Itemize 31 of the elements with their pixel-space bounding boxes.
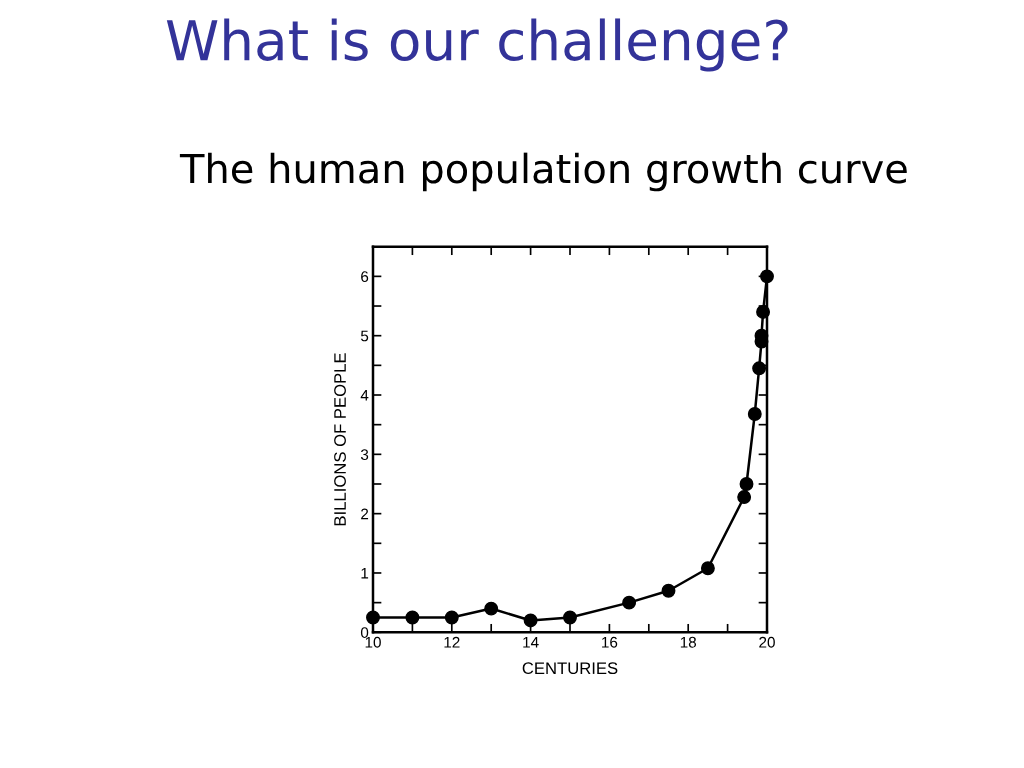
y-tick-label: 5 bbox=[360, 330, 369, 342]
y-tick-label: 0 bbox=[360, 627, 369, 638]
x-tick-label: 12 bbox=[444, 636, 460, 648]
chart-subtitle: The human population growth curve bbox=[179, 152, 907, 192]
chart-title: What is our challenge? bbox=[166, 18, 788, 72]
y-tick-label: 2 bbox=[361, 508, 369, 520]
point bbox=[700, 561, 715, 576]
point bbox=[737, 490, 752, 504]
point bbox=[747, 407, 762, 421]
point bbox=[366, 610, 380, 625]
point bbox=[661, 583, 676, 598]
point bbox=[405, 610, 420, 625]
y-axis-title: BILLIONS OF PEOPLE bbox=[334, 353, 346, 526]
point bbox=[444, 610, 459, 625]
x-tick-label: 14 bbox=[523, 637, 539, 648]
point bbox=[756, 305, 771, 319]
x-tick-label: 20 bbox=[759, 636, 775, 648]
y-tick-label: 6 bbox=[361, 271, 369, 283]
point bbox=[752, 361, 767, 376]
point bbox=[622, 595, 637, 610]
y-tick-label: 1 bbox=[361, 568, 369, 579]
x-tick-label: 10 bbox=[365, 636, 381, 648]
y-tick-label: 3 bbox=[360, 449, 369, 461]
point bbox=[523, 613, 538, 628]
point bbox=[484, 601, 499, 616]
x-axis-title: CENTURIES bbox=[522, 662, 618, 675]
point bbox=[739, 477, 754, 491]
x-tick-label: 18 bbox=[680, 636, 697, 648]
point bbox=[563, 610, 577, 625]
x-tick-label: 16 bbox=[602, 636, 618, 648]
y-tick-label: 4 bbox=[360, 390, 369, 401]
